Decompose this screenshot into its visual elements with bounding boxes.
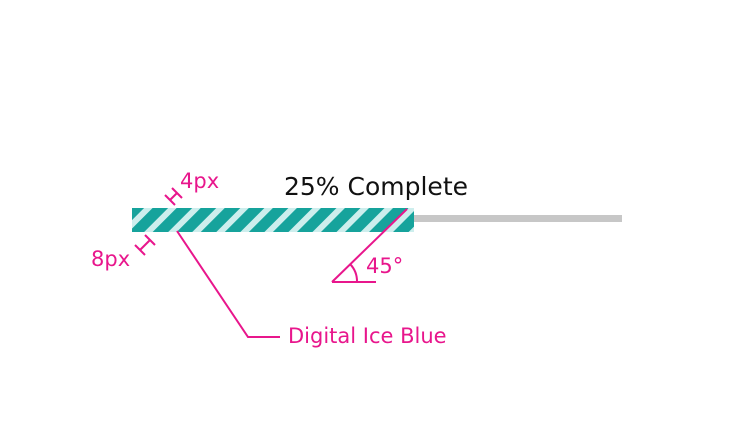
progress-fill xyxy=(132,208,414,232)
angle-marker xyxy=(331,208,408,283)
annotations: 4px 8px 45° Digital Ice Blue xyxy=(91,169,447,348)
progress-label: 25% Complete xyxy=(284,172,468,201)
color-name-label: Digital Ice Blue xyxy=(288,324,447,348)
stripe-width-dimension-label: 8px xyxy=(91,247,130,271)
gap-dimension-label: 4px xyxy=(180,169,219,193)
stripe-width-dimension-marker xyxy=(134,234,156,256)
angle-label: 45° xyxy=(366,254,403,278)
color-leader-line xyxy=(176,230,280,338)
gap-dimension-marker xyxy=(164,187,183,206)
